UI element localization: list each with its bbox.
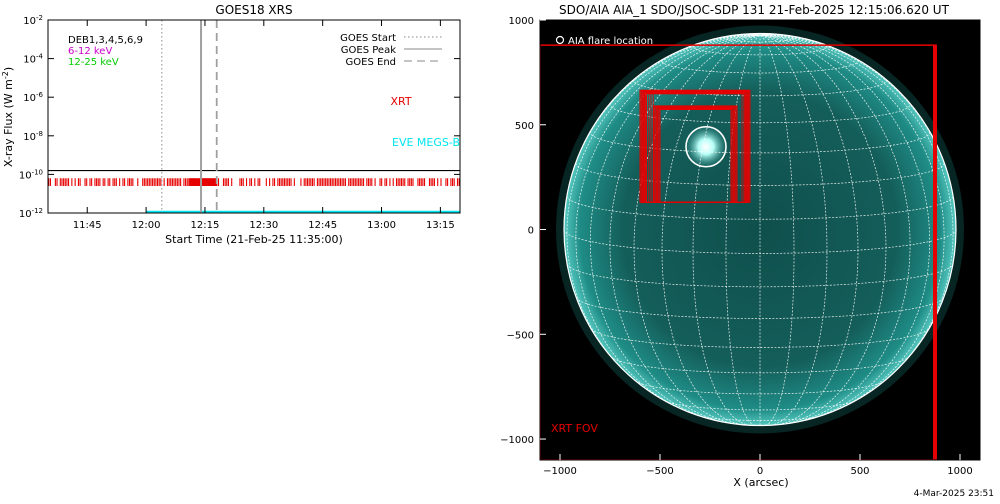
- x-tick-label: −500: [646, 466, 673, 477]
- longitude-line: [609, 34, 761, 424]
- xrt-pointing-box-1: [659, 109, 732, 203]
- longitude-line: [759, 34, 931, 421]
- xrt-fov-label: XRT FOV: [551, 422, 598, 435]
- left-plot-frame: [47, 19, 461, 214]
- longitude-line: [759, 34, 954, 390]
- band-label-2: 12-25 keV: [68, 57, 119, 68]
- latitude-line: [692, 43, 828, 56]
- left-x-axis-label: Start Time (21-Feb-25 11:35:00): [165, 233, 343, 246]
- xrt-flux-ticks: [48, 178, 460, 186]
- goes-xrs-plot: GOES18 XRS 10-2 10-4 10-6 10-8 10-10 10-12 11…: [1, 3, 461, 246]
- x-tick-label: 11:45: [73, 220, 102, 231]
- latitude-line: [661, 58, 859, 74]
- left-y-axis-label: X-ray Flux (W m-2): [1, 67, 15, 167]
- longitude-line: [575, 34, 761, 415]
- latitude-line: [697, 414, 823, 421]
- flare-location-marker: [685, 125, 727, 168]
- band-label-0: DEB1,3,4,5,6,9: [68, 35, 143, 46]
- x-tick-label: 12:30: [249, 220, 278, 231]
- right-plot-title: SDO/AIA AIA_1 SDO/JSOC-SDP 131 21-Feb-20…: [559, 3, 950, 17]
- xrt-fov-box: [540, 44, 937, 460]
- y-tick-label: 10-10: [19, 168, 43, 181]
- longitude-line: [759, 34, 859, 426]
- flare-location-legend-icon: [555, 35, 565, 45]
- band-label-1: 6-12 keV: [68, 46, 112, 57]
- latitude-line: [575, 162, 945, 186]
- xrt-series-label: XRT: [390, 95, 411, 108]
- limb-line: [563, 32, 957, 427]
- longitude-line: [759, 34, 911, 424]
- y-tick-label: −500: [507, 330, 534, 341]
- footer-timestamp: 4-Mar-2025 23:51: [914, 489, 994, 499]
- latitude-line: [635, 380, 885, 395]
- flare-location-circle: [685, 125, 727, 168]
- aia-image-plot: SDO/AIA AIA_1 SDO/JSOC-SDP 131 21-Feb-20…: [500, 3, 981, 489]
- y-tick-label: −1000: [500, 435, 534, 446]
- latitude-line: [725, 34, 795, 43]
- x-tick-label: 12:00: [132, 220, 161, 231]
- x-tick-label: 12:15: [191, 220, 220, 231]
- flare-location-legend-label: AIA flare location: [568, 36, 653, 47]
- x-tick-label: 1000: [947, 466, 972, 477]
- heliographic-grid: [563, 32, 957, 427]
- longitude-line: [759, 34, 945, 415]
- legend-label-solid: GOES Peak: [341, 45, 396, 56]
- y-tick-label: 1000: [509, 16, 534, 27]
- right-x-axis: −1000 −500 0 500 1000: [543, 454, 973, 477]
- flare-brightening: [684, 124, 728, 169]
- longitude-line: [661, 34, 761, 426]
- longitude-line: [759, 34, 887, 424]
- legend-label-dashed: GOES End: [346, 57, 396, 68]
- y-tick-label: 10-6: [23, 91, 43, 104]
- left-y-axis: 10-2 10-4 10-6 10-8 10-10 10-12: [19, 14, 460, 220]
- y-tick-label: 0: [528, 226, 534, 237]
- longitude-line: [692, 34, 761, 426]
- eve-series-label: EVE MEGS-B: [392, 136, 460, 149]
- left-x-axis: 11:45 12:00 12:15 12:30 12:45 13:00 13:15: [73, 20, 455, 231]
- xrt-pointing-boxes: [639, 89, 751, 203]
- longitude-line: [759, 34, 795, 426]
- x-tick-label: 13:15: [426, 220, 455, 231]
- y-tick-label: 10-4: [23, 53, 43, 66]
- y-tick-label: 10-12: [19, 207, 43, 220]
- xrt-dense-block: [189, 178, 217, 186]
- latitude-line: [566, 264, 954, 288]
- x-tick-label: −1000: [543, 466, 577, 477]
- y-tick-label: 10-2: [23, 14, 43, 27]
- x-tick-label: 500: [850, 466, 869, 477]
- sun-disk: [564, 33, 956, 426]
- lightcurve-series: [48, 169, 460, 213]
- longitude-line: [589, 34, 761, 421]
- legend-label-dotted: GOES Start: [340, 33, 396, 44]
- x-tick-label: 0: [757, 466, 763, 477]
- goes-event-markers: [161, 20, 218, 213]
- x-tick-label: 13:00: [367, 220, 396, 231]
- latitude-line: [590, 328, 930, 348]
- longitude-line: [633, 34, 761, 424]
- y-tick-label: 10-8: [23, 130, 43, 143]
- longitude-line: [759, 34, 828, 426]
- x-tick-label: 12:45: [308, 220, 337, 231]
- left-plot-title: GOES18 XRS: [215, 3, 292, 17]
- y-tick-label: 500: [515, 121, 534, 132]
- longitude-line: [566, 34, 761, 390]
- right-x-axis-label: X (arcsec): [733, 476, 788, 489]
- longitude-line: [725, 34, 761, 426]
- right-y-axis: 1000 500 0 −500 −1000: [500, 16, 546, 446]
